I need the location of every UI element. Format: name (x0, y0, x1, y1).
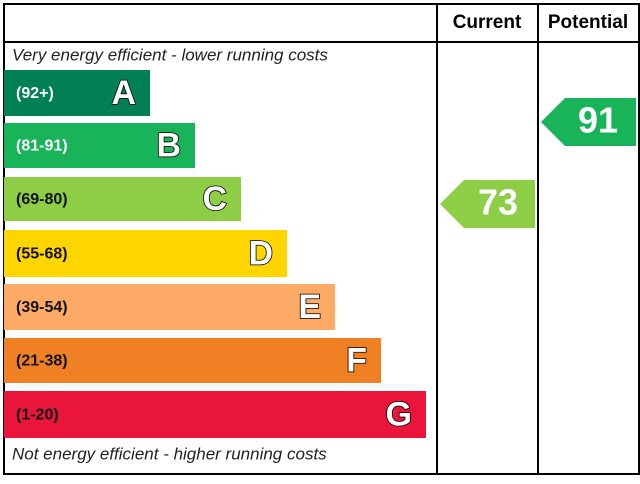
band-bar (4, 338, 381, 383)
potential-header: Potential (548, 12, 628, 33)
band-range: (39-54) (16, 299, 68, 316)
band-bar (4, 177, 241, 221)
band-range: (69-80) (16, 191, 68, 208)
band-range: (1-20) (16, 407, 59, 424)
band-bar (4, 284, 335, 330)
bands: (92+) A (81-91) B (69-80) C (55-68) D (39-54) E (2… (4, 70, 426, 438)
potential-score: 91 (578, 100, 618, 141)
band-letter: D (248, 234, 273, 272)
band-letter: G (386, 395, 412, 433)
band-letter: F (346, 341, 367, 379)
current-arrow: 73 (440, 180, 535, 228)
potential-arrow: 91 (541, 98, 636, 146)
band-letter: C (202, 180, 227, 218)
band-bar (4, 230, 287, 277)
band-range: (92+) (16, 85, 54, 102)
current-arrow-shape (440, 180, 535, 228)
band-bar (4, 123, 195, 168)
current-score: 73 (478, 182, 518, 223)
band-bar (4, 70, 150, 116)
band-letter: B (156, 126, 181, 164)
bottom-note: Not energy efficient - higher running co… (12, 444, 327, 463)
top-note: Very energy efficient - lower running co… (12, 45, 328, 64)
current-header: Current (453, 12, 522, 33)
band-bar (4, 391, 426, 438)
band-letter: A (111, 74, 136, 112)
band-range: (81-91) (16, 138, 68, 155)
band-letter: E (298, 288, 321, 326)
potential-arrow-shape (541, 98, 636, 146)
band-range: (21-38) (16, 353, 68, 370)
band-range: (55-68) (16, 246, 68, 263)
